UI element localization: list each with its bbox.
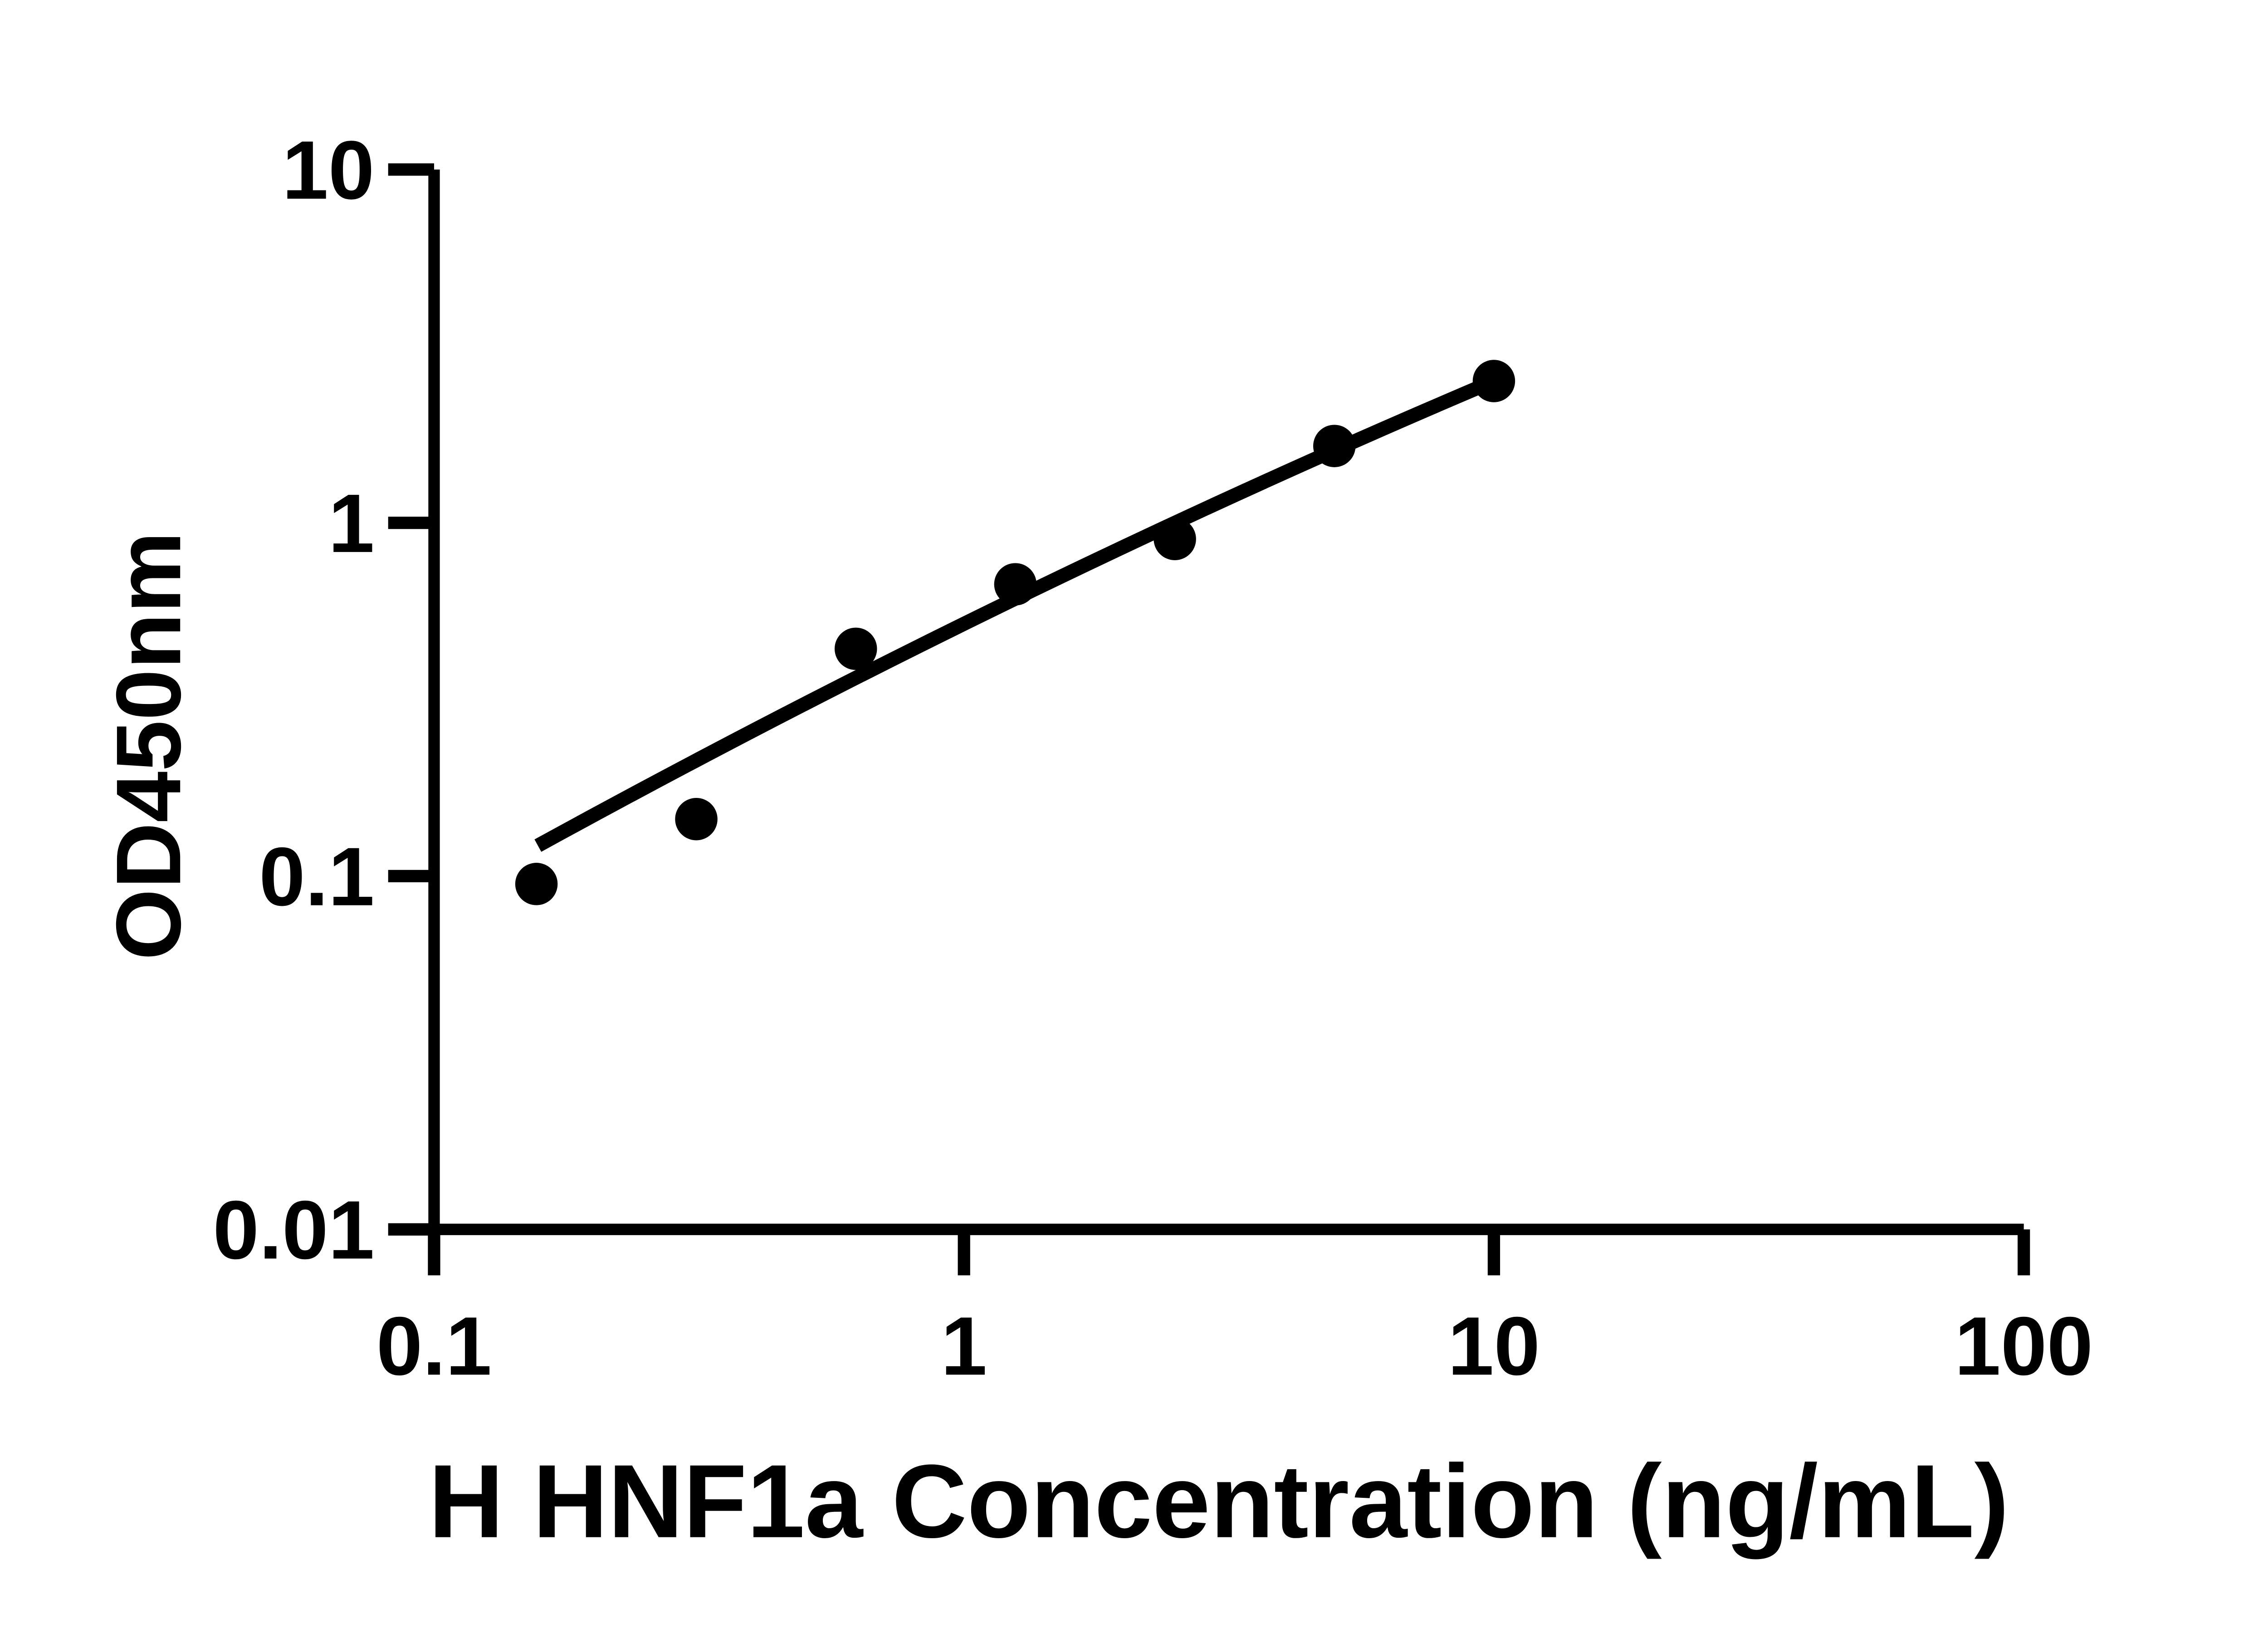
data-point — [1154, 518, 1196, 560]
x-tick-label: 100 — [1955, 1300, 2093, 1393]
data-point — [1472, 360, 1515, 402]
axis-ticks-group — [388, 163, 2030, 1276]
y-tick-label: 1 — [328, 477, 375, 570]
data-point — [515, 863, 558, 905]
axes-group — [428, 169, 2024, 1235]
y-tick-label: 0.01 — [213, 1183, 374, 1276]
x-tick-label: 10 — [1448, 1300, 1540, 1393]
data-point — [1313, 425, 1356, 467]
x-tick-label: 0.1 — [376, 1300, 492, 1393]
x-axis-title: H HNF1a Concentration (ng/mL) — [429, 1443, 2009, 1560]
data-points-group — [515, 360, 1515, 905]
y-tick-label: 10 — [282, 123, 375, 216]
y-axis-title: OD450nm — [97, 532, 200, 960]
data-point — [675, 798, 718, 841]
data-point — [994, 563, 1037, 606]
x-tick-label: 1 — [941, 1300, 987, 1393]
data-point — [835, 627, 877, 670]
y-tick-label: 0.1 — [259, 830, 374, 923]
